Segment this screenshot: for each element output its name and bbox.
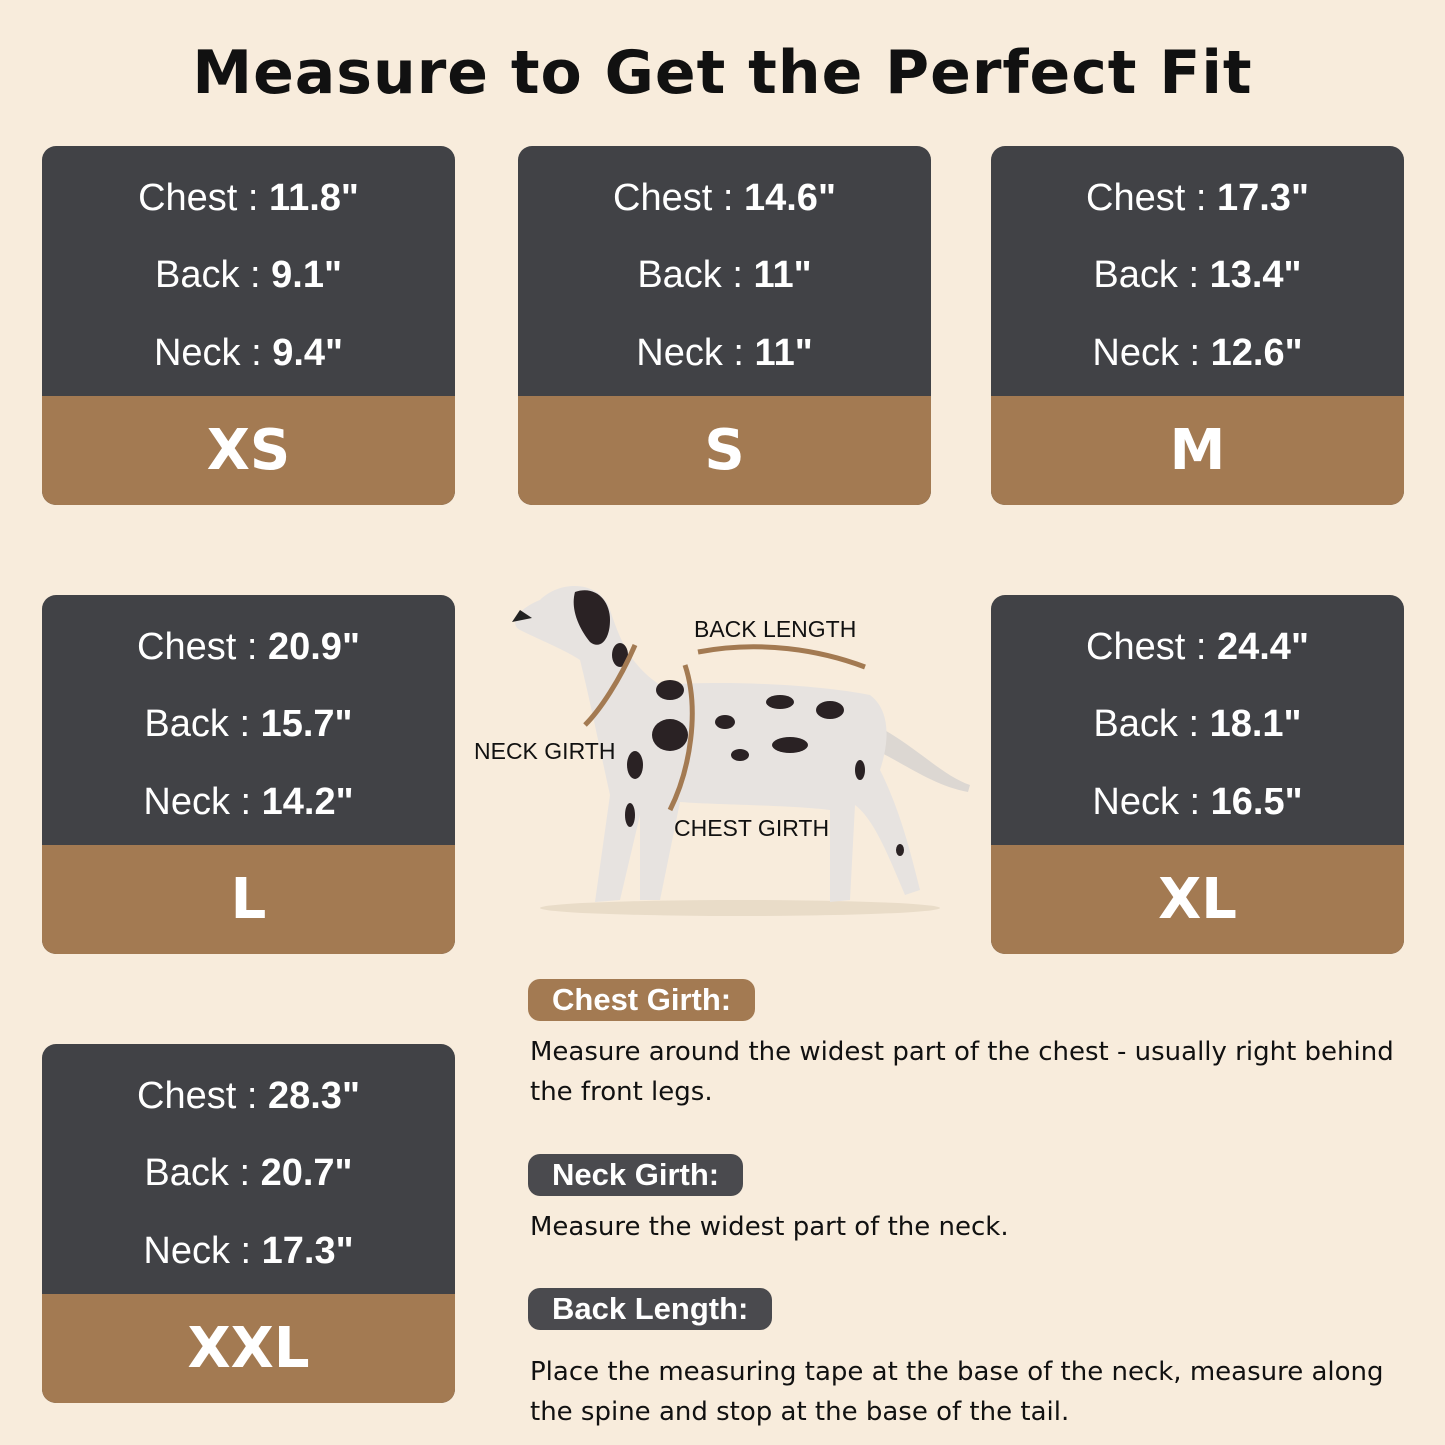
chest-measurement: Chest : 17.3" xyxy=(1086,177,1309,219)
size-label: M xyxy=(991,396,1404,505)
size-card-xxl: Chest : 28.3" Back : 20.7" Neck : 17.3" XXL xyxy=(42,1044,455,1403)
back-measurement: Back : 20.7" xyxy=(144,1152,353,1194)
back-measurement: Back : 18.1" xyxy=(1093,703,1302,745)
size-label: S xyxy=(518,396,931,505)
chest-measurement: Chest : 24.4" xyxy=(1086,626,1309,668)
neck-girth-heading: Neck Girth: xyxy=(528,1154,744,1196)
neck-girth-label: NECK GIRTH xyxy=(474,738,616,764)
size-label: L xyxy=(42,845,455,954)
measurements: Chest : 14.6" Back : 11" Neck : 11" xyxy=(518,146,931,396)
dog-illustration-icon xyxy=(512,586,970,916)
size-card-xl: Chest : 24.4" Back : 18.1" Neck : 16.5" XL xyxy=(991,595,1404,954)
back-measurement: Back : 11" xyxy=(637,254,812,296)
back-measurement: Back : 15.7" xyxy=(144,703,353,745)
neck-measurement: Neck : 16.5" xyxy=(1092,781,1303,823)
chest-girth-heading: Chest Girth: xyxy=(528,979,756,1021)
neck-girth-description: Measure the widest part of the neck. xyxy=(530,1212,1009,1242)
size-card-s: Chest : 14.6" Back : 11" Neck : 11" S xyxy=(518,146,931,505)
measurements: Chest : 28.3" Back : 20.7" Neck : 17.3" xyxy=(42,1044,455,1294)
size-card-m: Chest : 17.3" Back : 13.4" Neck : 12.6" M xyxy=(991,146,1404,505)
size-card-xs: Chest : 11.8" Back : 9.1" Neck : 9.4" XS xyxy=(42,146,455,505)
neck-measurement: Neck : 14.2" xyxy=(143,781,354,823)
chest-measurement: Chest : 28.3" xyxy=(137,1075,360,1117)
neck-measurement: Neck : 17.3" xyxy=(143,1230,354,1272)
chest-measurement: Chest : 20.9" xyxy=(137,626,360,668)
size-card-l: Chest : 20.9" Back : 15.7" Neck : 14.2" L xyxy=(42,595,455,954)
chest-measurement: Chest : 14.6" xyxy=(613,177,836,219)
measurements: Chest : 24.4" Back : 18.1" Neck : 16.5" xyxy=(991,595,1404,845)
measurements: Chest : 11.8" Back : 9.1" Neck : 9.4" xyxy=(42,146,455,396)
back-measurement: Back : 13.4" xyxy=(1093,254,1302,296)
back-length-heading: Back Length: xyxy=(528,1288,773,1330)
chest-measurement: Chest : 11.8" xyxy=(138,177,359,219)
neck-measurement: Neck : 12.6" xyxy=(1092,332,1303,374)
dalmatian-diagram: BACK LENGTH NECK GIRTH CHEST GIRTH xyxy=(470,570,990,934)
back-length-label: BACK LENGTH xyxy=(694,616,857,642)
page-title: Measure to Get the Perfect Fit xyxy=(192,38,1253,108)
measurements: Chest : 20.9" Back : 15.7" Neck : 14.2" xyxy=(42,595,455,845)
neck-measurement: Neck : 9.4" xyxy=(153,332,344,374)
back-length-description: Place the measuring tape at the base of … xyxy=(530,1357,1384,1427)
size-label: XS xyxy=(42,396,455,505)
size-label: XL xyxy=(991,845,1404,954)
back-measurement: Back : 9.1" xyxy=(154,254,342,296)
neck-measurement: Neck : 11" xyxy=(636,332,813,374)
chest-girth-label: CHEST GIRTH xyxy=(674,815,830,841)
measurements: Chest : 17.3" Back : 13.4" Neck : 12.6" xyxy=(991,146,1404,396)
size-label: XXL xyxy=(42,1294,455,1403)
chest-girth-description: Measure around the widest part of the ch… xyxy=(530,1037,1394,1107)
